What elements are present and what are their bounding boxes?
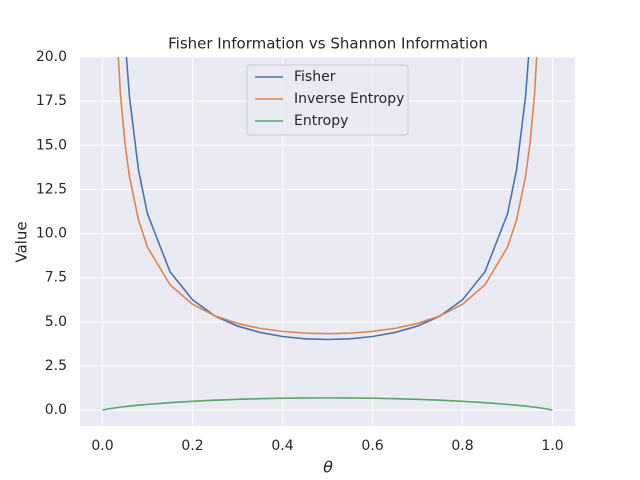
chart-title: Fisher Information vs Shannon Informatio… [168, 35, 488, 53]
legend: Fisher Inverse Entropy Entropy [246, 64, 409, 136]
y-tick-label: 10.0 [36, 226, 67, 242]
legend-box [246, 64, 409, 136]
series-line [117, 57, 538, 335]
y-tick-label: 20.0 [36, 49, 67, 65]
x-tick-label: 0.8 [451, 438, 473, 454]
legend-label: Fisher [294, 69, 336, 85]
lines [102, 57, 553, 411]
y-tick-label: 0.0 [45, 402, 67, 418]
x-tick-label: 1.0 [541, 438, 563, 454]
series-line [102, 397, 553, 411]
x-tick-label: 0.4 [271, 438, 293, 454]
y-tick-label: 5.0 [45, 314, 67, 330]
y-tick-label: 12.5 [36, 181, 67, 197]
y-tick-label: 15.0 [36, 137, 67, 153]
legend-label: Inverse Entropy [294, 91, 404, 107]
x-tick-label: 0.2 [181, 438, 203, 454]
x-tick-label: 0.6 [361, 438, 383, 454]
x-tick-label: 0.0 [91, 438, 113, 454]
y-tick-label: 2.5 [45, 358, 67, 374]
y-tick-label: 17.5 [36, 93, 67, 109]
labels: 0.0 0.2 0.4 0.6 0.8 1.0 0.0 2.5 5.0 7.5 10.0 12.5 15… [36, 49, 564, 454]
legend-label: Entropy [294, 113, 348, 129]
series-line [125, 57, 530, 341]
y-axis-label: Value [13, 221, 31, 262]
y-tick-label: 7.5 [45, 270, 67, 286]
x-axis-label: θ [323, 458, 333, 477]
